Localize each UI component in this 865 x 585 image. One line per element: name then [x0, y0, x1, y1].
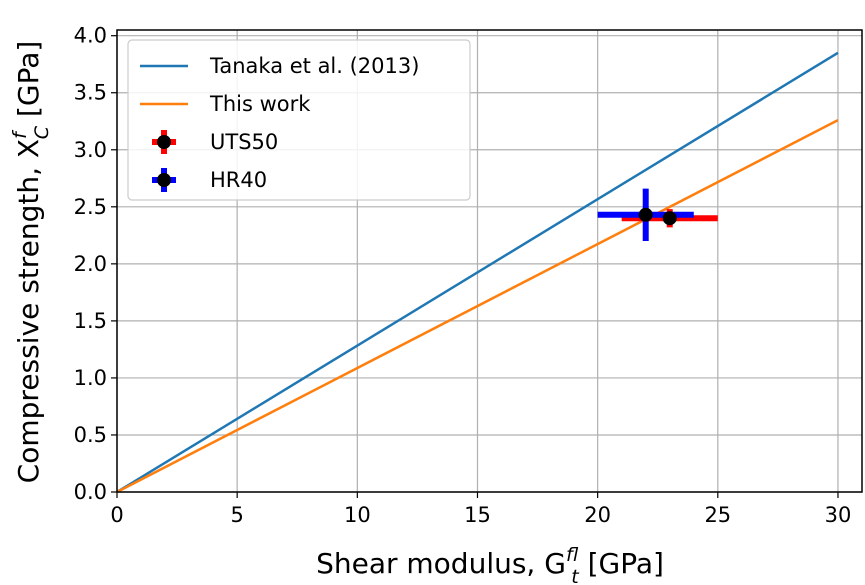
legend-label: Tanaka et al. (2013): [209, 54, 419, 78]
legend-label: HR40: [210, 168, 267, 192]
x-tick-label: 15: [464, 503, 491, 527]
legend-swatch: [157, 173, 171, 187]
legend-label: UTS50: [210, 130, 278, 154]
x-label-unit: [GPa]: [579, 547, 664, 580]
x-tick-label: 20: [584, 503, 611, 527]
series-line: [116, 119, 839, 494]
y-tick-label: 0.5: [74, 423, 107, 447]
y-tick-label: 3.5: [74, 81, 107, 105]
plot-frame: [116, 29, 863, 493]
y-tick-label: 2.5: [74, 195, 107, 219]
legend-label: This work: [209, 92, 311, 116]
y-label-main: Compressive strength, X: [12, 139, 45, 483]
x-tick-label: 5: [230, 503, 243, 527]
x-tick-label: 10: [344, 503, 371, 527]
data-point: [662, 211, 677, 226]
data-point: [638, 207, 653, 222]
x-label-main: Shear modulus, G: [316, 547, 566, 580]
y-tick-label: 2.0: [74, 252, 107, 276]
x-axis-label: Shear modulus, Gf lt [GPa]: [316, 544, 664, 585]
y-tick-label: 1.5: [74, 309, 107, 333]
x-tick-label: 30: [825, 503, 852, 527]
y-label-sub: C: [31, 125, 53, 139]
x-label-sup: f: [566, 544, 579, 566]
legend-box: [127, 39, 471, 201]
y-label-unit: [GPa]: [12, 41, 45, 126]
series-line: [116, 51, 839, 494]
x-label-sub: lt: [571, 566, 580, 585]
x-tick-label: 0: [110, 503, 123, 527]
y-tick-label: 0.0: [74, 480, 107, 504]
legend-swatch: [157, 135, 171, 149]
y-tick-label: 4.0: [74, 24, 107, 48]
y-label-sup: f: [9, 129, 31, 139]
y-axis-label: Compressive strength, XfC [GPa]: [9, 41, 53, 484]
y-tick-label: 1.0: [74, 366, 107, 390]
y-tick-label: 3.0: [74, 138, 107, 162]
x-tick-label: 25: [704, 503, 731, 527]
